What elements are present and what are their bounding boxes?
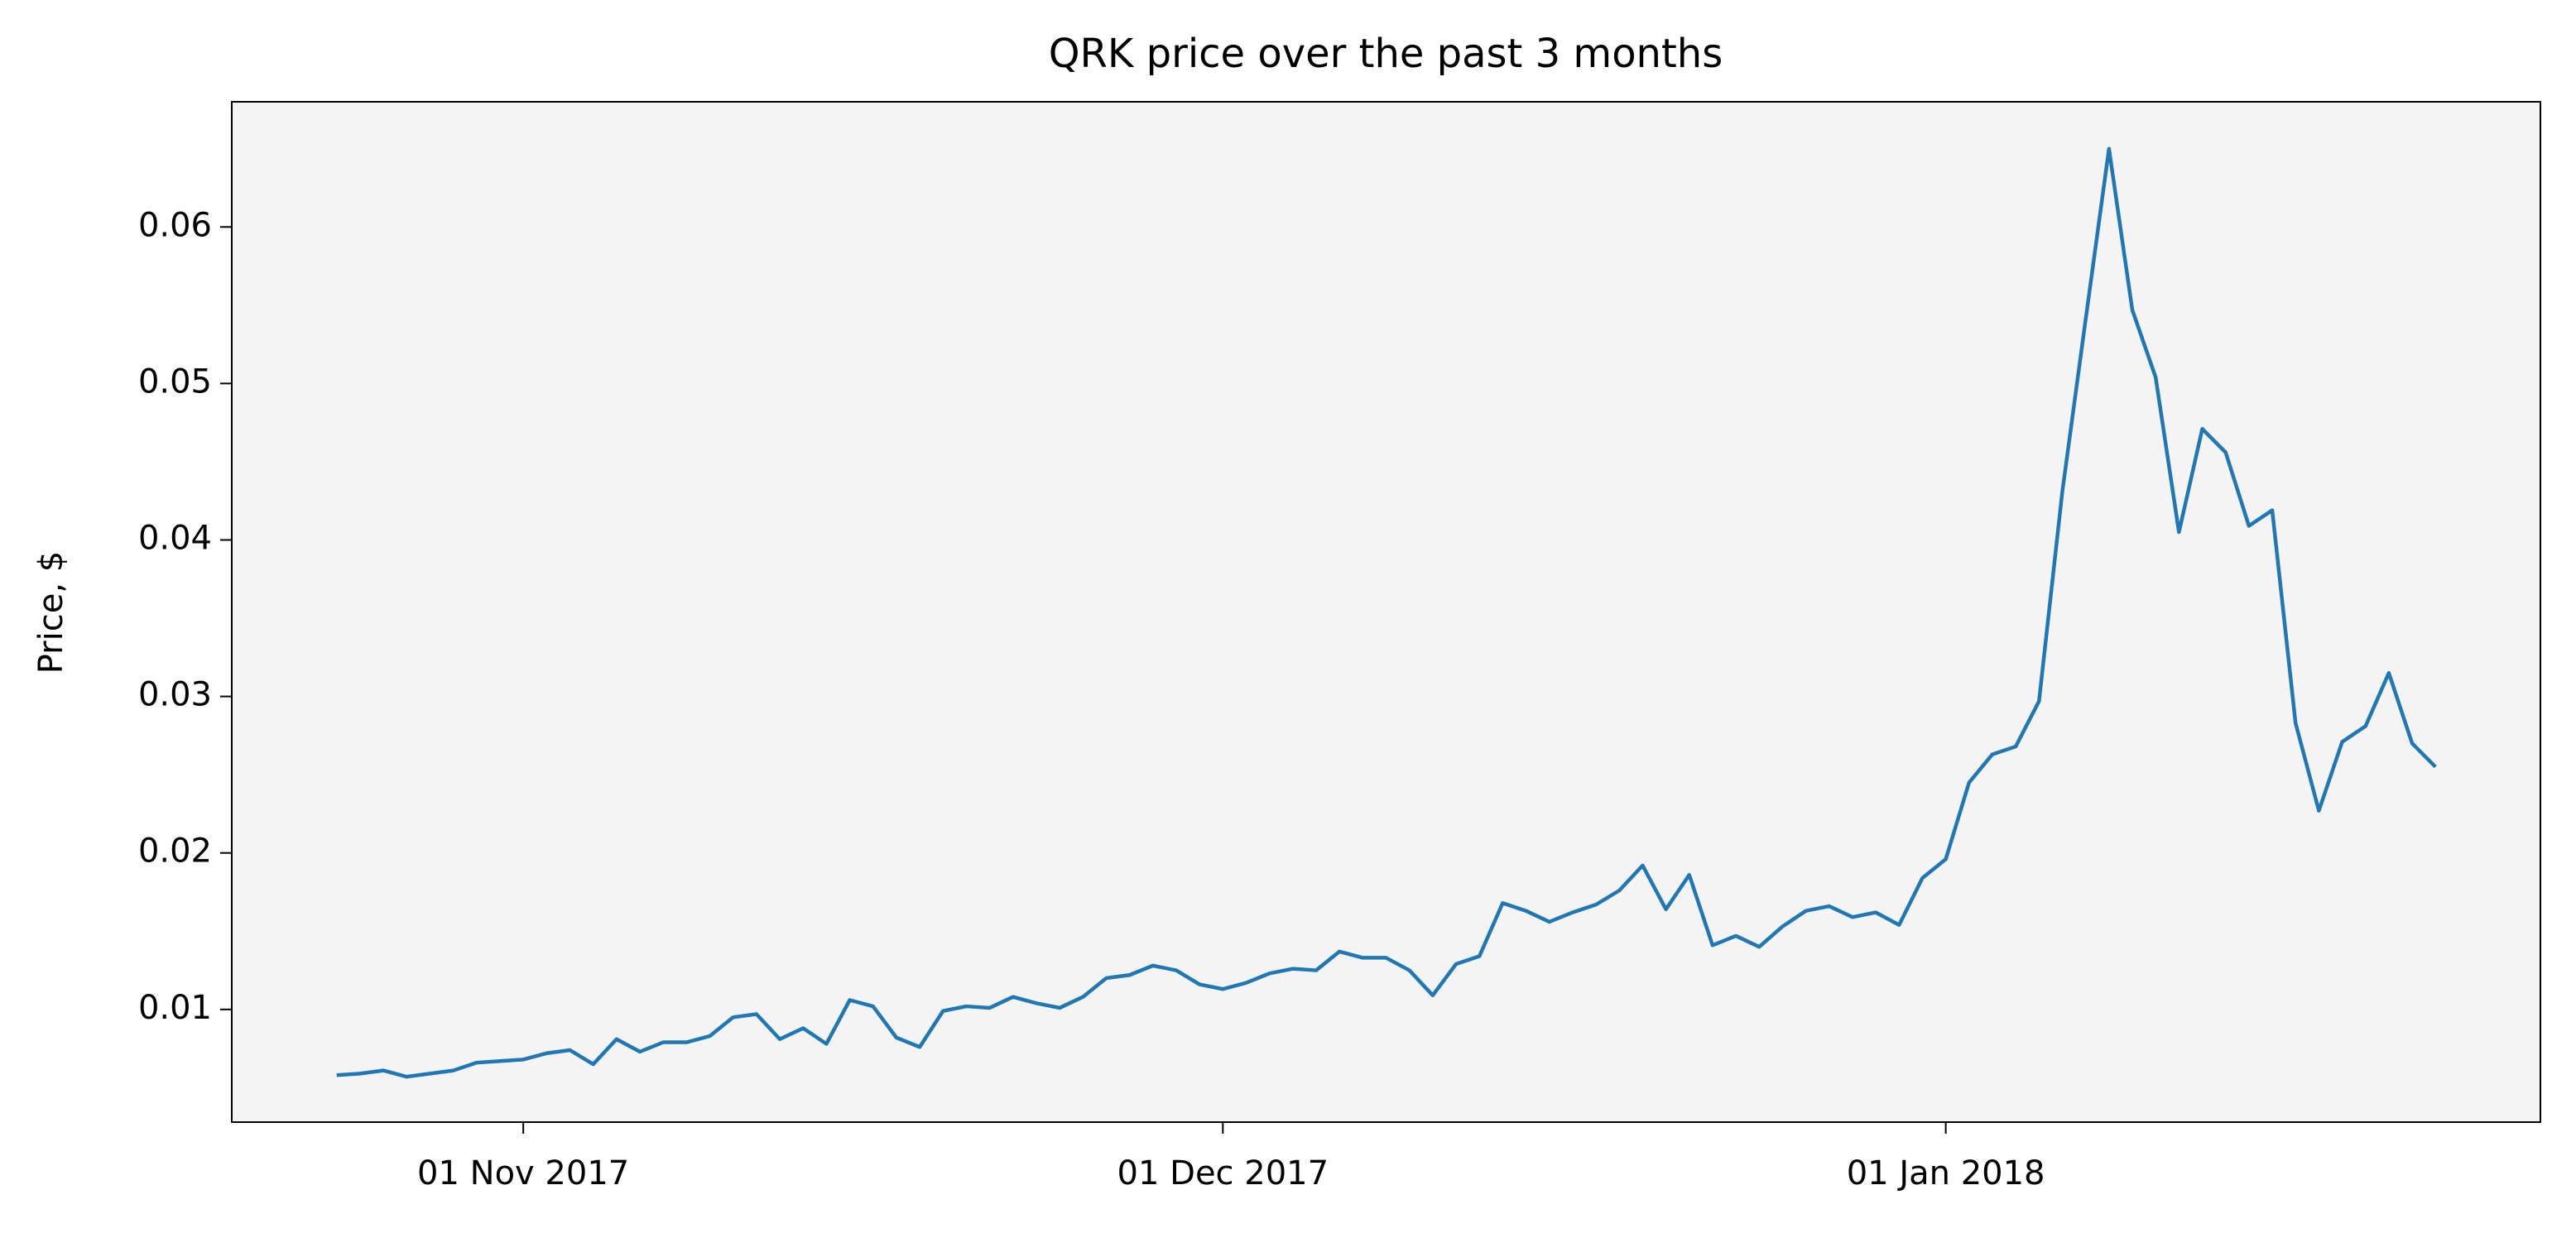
y-tick-label: 0.06 bbox=[138, 206, 212, 244]
y-tick-label: 0.05 bbox=[138, 362, 212, 401]
y-tick-label: 0.02 bbox=[138, 832, 212, 871]
x-tick-label: 01 Jan 2018 bbox=[1847, 1154, 2045, 1192]
plot-area bbox=[232, 102, 2540, 1122]
y-axis-label: Price, $ bbox=[32, 551, 70, 674]
chart-title: QRK price over the past 3 months bbox=[1049, 31, 1723, 77]
plot-frame bbox=[231, 101, 2541, 1123]
y-tick-label: 0.01 bbox=[138, 989, 212, 1027]
y-tick-label: 0.04 bbox=[138, 520, 212, 558]
x-tick-label: 01 Dec 2017 bbox=[1117, 1154, 1329, 1192]
y-tick-label: 0.03 bbox=[138, 676, 212, 714]
x-tick-label: 01 Nov 2017 bbox=[417, 1154, 629, 1192]
price-line bbox=[336, 146, 2437, 1079]
